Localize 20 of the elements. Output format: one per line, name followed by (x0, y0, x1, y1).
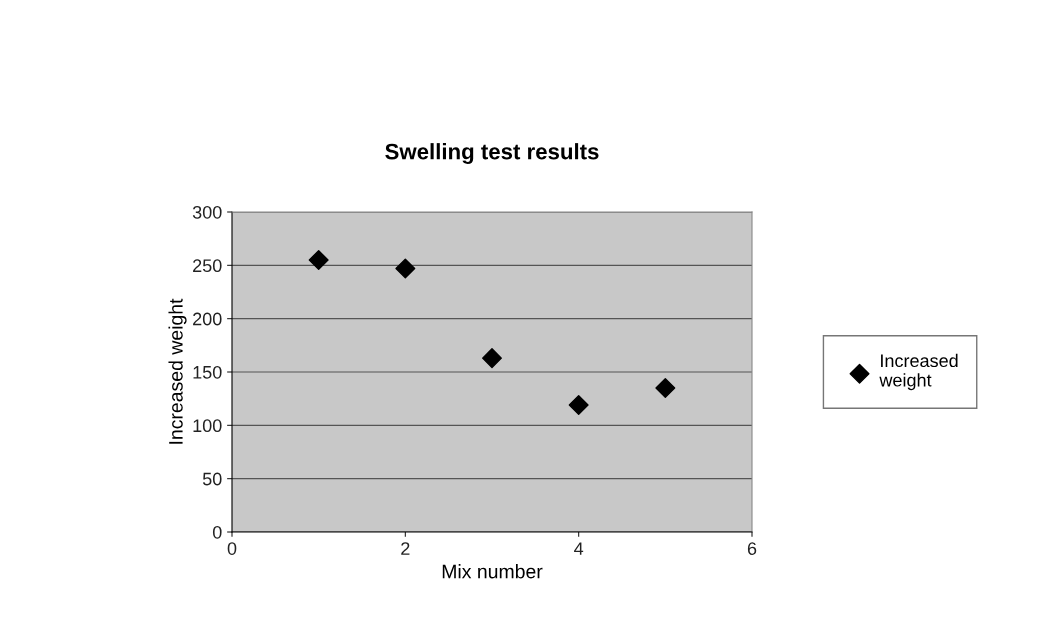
y-tick-label: 300 (192, 205, 222, 219)
legend-label: Increased weight (879, 353, 958, 391)
point (568, 395, 589, 416)
y-tick-label: 150 (193, 365, 222, 379)
y-axis-title: Increased weight (168, 298, 187, 444)
x-tick-label: 0 (227, 542, 237, 555)
x-tick-label: 2 (401, 542, 410, 555)
chart-title: Swelling test results (385, 143, 599, 164)
x-tick-label: 4 (574, 542, 584, 555)
x-axis-title: Mix number (442, 564, 543, 579)
y-tick-label: 200 (193, 312, 222, 326)
y-tick-label: 100 (193, 419, 222, 433)
y-tick-label: 0 (212, 525, 222, 539)
point (395, 258, 416, 279)
point (655, 377, 676, 399)
point (481, 348, 503, 369)
point (308, 249, 329, 271)
x-tick-label: 6 (747, 542, 757, 555)
y-tick-label: 250 (193, 259, 222, 273)
y-tick-label: 50 (202, 472, 222, 486)
